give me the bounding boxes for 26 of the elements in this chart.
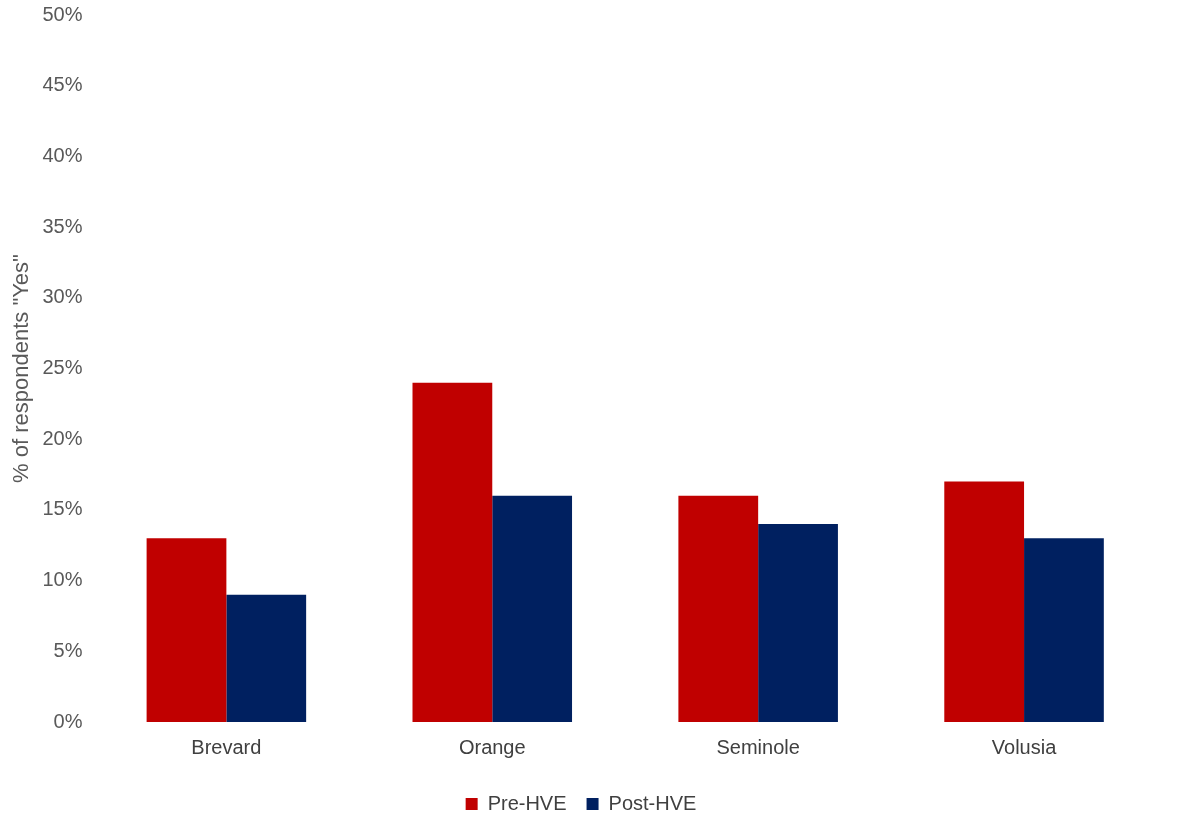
legend-label: Pre-HVE xyxy=(487,791,567,814)
bar xyxy=(492,495,573,722)
x-tick-label: Volusia xyxy=(991,735,1058,758)
y-tick-label: 20% xyxy=(42,426,83,449)
y-axis-title: % of respondents "Yes" xyxy=(8,254,34,483)
y-tick-label: 15% xyxy=(42,497,83,520)
y-tick-label: 35% xyxy=(42,214,83,237)
y-tick-label: 10% xyxy=(42,568,83,591)
y-tick-label: 5% xyxy=(53,638,83,661)
legend-label: Post-HVE xyxy=(608,791,697,814)
bar xyxy=(678,495,759,722)
y-tick-label: 50% xyxy=(42,2,83,25)
x-tick-label: Seminole xyxy=(716,735,800,758)
y-tick-label: 40% xyxy=(42,143,83,166)
y-tick-label: 30% xyxy=(42,285,83,308)
bar xyxy=(146,538,227,722)
bar xyxy=(944,481,1025,722)
y-tick-label: 25% xyxy=(42,356,83,379)
bar xyxy=(412,382,493,722)
bar xyxy=(226,594,307,722)
x-tick-label: Brevard xyxy=(191,735,262,758)
bar xyxy=(758,524,838,722)
y-tick-label: 45% xyxy=(42,73,83,96)
bar xyxy=(1024,538,1104,722)
y-tick-label: 0% xyxy=(53,709,83,732)
x-tick-label: Orange xyxy=(458,735,526,758)
